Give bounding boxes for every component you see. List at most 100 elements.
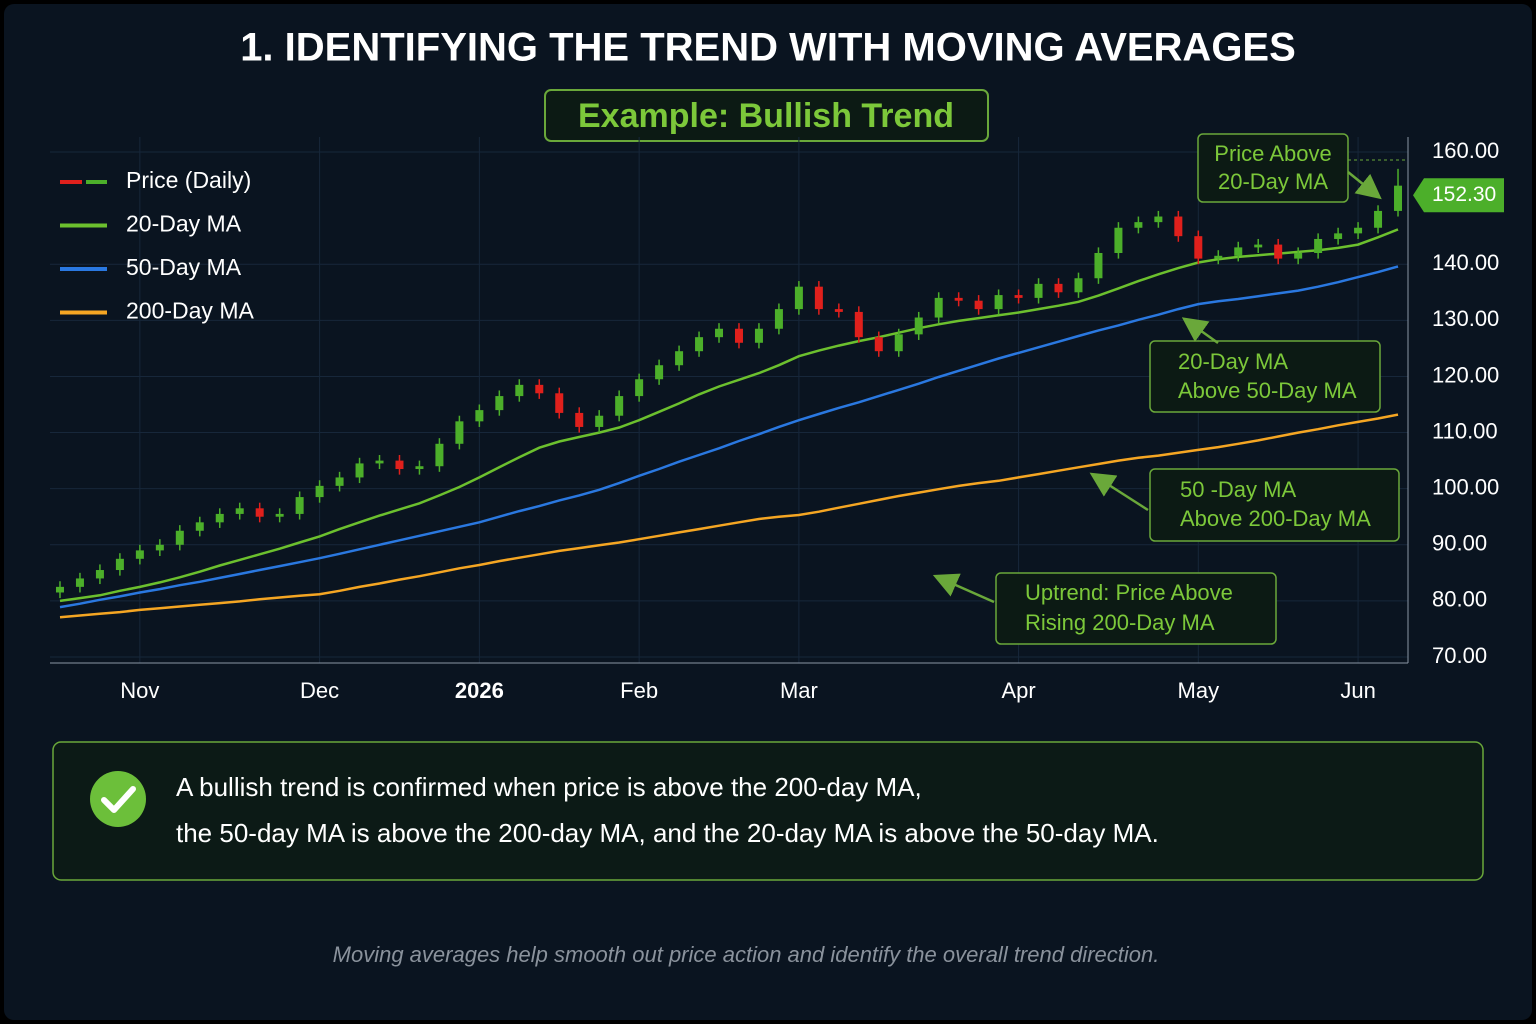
annotation-text: 50 -Day MA	[1180, 477, 1296, 502]
candle-body	[894, 334, 903, 352]
candle-body	[395, 460, 404, 470]
candle-body	[1034, 283, 1043, 298]
ma-line	[59, 413, 1399, 619]
candle-body	[1154, 216, 1163, 223]
candle-body	[75, 578, 84, 587]
annotation-arrow	[1181, 317, 1219, 345]
candle-body	[1014, 295, 1023, 298]
check-mark	[101, 786, 136, 813]
annotation-box	[1149, 468, 1400, 542]
caption: Moving averages help smooth out price ac…	[333, 942, 1160, 967]
candle-body	[1374, 210, 1383, 228]
candle-body	[1214, 255, 1223, 259]
candle-body	[1334, 233, 1343, 239]
candle-body	[135, 550, 144, 559]
x-tick-label: Mar	[780, 678, 818, 703]
candle-body	[854, 311, 863, 338]
candle-body	[1314, 238, 1323, 253]
candle-body	[1134, 222, 1143, 228]
candle-body	[874, 337, 883, 352]
candle-body	[535, 384, 544, 394]
annotation: 20-Day MA Above 50-Day MA	[1149, 317, 1381, 413]
price-badge-label: 152.30	[1432, 183, 1496, 206]
annotation-text: 20-Day MA	[1218, 169, 1328, 194]
annotation-box	[995, 572, 1277, 645]
candle-body	[1174, 216, 1183, 237]
chart-subtitle: Example: Bullish Trend	[578, 97, 954, 135]
legend-label: 50-Day MA	[126, 254, 242, 280]
candle-body	[475, 410, 484, 422]
legend-label: 20-Day MA	[126, 211, 242, 237]
candle-body	[455, 421, 464, 444]
candle-body	[635, 379, 644, 397]
candle-body	[575, 412, 584, 427]
candle-body	[675, 351, 684, 366]
x-tick-label: May	[1178, 678, 1220, 703]
candle-body	[1234, 247, 1243, 256]
candle-body	[295, 497, 304, 514]
candle-body	[175, 530, 184, 545]
subtitle-box	[544, 89, 989, 142]
note-box	[52, 741, 1484, 881]
candle-body	[115, 558, 124, 571]
candle-body	[1274, 244, 1283, 259]
candle-body	[235, 508, 244, 514]
candle-body	[734, 328, 743, 343]
candle-body	[95, 570, 104, 579]
legend-label: 200-Day MA	[126, 298, 254, 324]
candle-body	[954, 297, 963, 301]
candle-body	[1094, 253, 1103, 279]
ma-line	[59, 228, 1399, 603]
candle-body	[715, 328, 724, 338]
candle-body	[774, 309, 783, 329]
candle-body	[655, 365, 664, 380]
annotation-text: 20-Day MA	[1178, 349, 1288, 374]
y-tick-label: 90.00	[1432, 531, 1487, 556]
note-text: the 50-day MA is above the 200-day MA, a…	[176, 818, 1159, 848]
candle-body	[1074, 278, 1083, 293]
candle-body	[1294, 253, 1303, 259]
chart-title: 1. IDENTIFYING THE TREND WITH MOVING AVE…	[240, 26, 1296, 70]
annotation-arrow	[932, 573, 995, 604]
annotation: Price Above 20-Day MA	[1197, 133, 1405, 203]
annotation: 50 -Day MA Above 200-Day MA	[1089, 468, 1400, 542]
y-tick-label: 160.00	[1432, 138, 1499, 163]
candle-body	[1114, 227, 1123, 253]
candle-body	[495, 396, 504, 411]
candle-body	[695, 337, 704, 352]
y-tick-label: 120.00	[1432, 362, 1499, 387]
y-tick-label: 110.00	[1432, 418, 1498, 443]
x-tick-label: Apr	[1001, 678, 1035, 703]
candle-body	[375, 460, 384, 464]
annotation-text: Above 50-Day MA	[1178, 378, 1357, 403]
candle-body	[275, 513, 284, 517]
candle-body	[834, 309, 843, 312]
candle-body	[355, 463, 364, 478]
annotation-text: Rising 200-Day MA	[1025, 610, 1215, 635]
x-tick-label: Feb	[620, 678, 658, 703]
annotation-arrow	[1347, 171, 1382, 200]
y-tick-label: 130.00	[1432, 306, 1499, 331]
candle-body	[615, 396, 624, 416]
candle-body	[315, 485, 324, 498]
candle-body	[914, 317, 923, 335]
y-tick-label: 70.00	[1432, 643, 1487, 668]
candle-body	[155, 544, 164, 551]
annotation-arrow	[1089, 472, 1149, 512]
candle-body	[1354, 227, 1363, 234]
note-text: A bullish trend is confirmed when price …	[176, 772, 922, 802]
y-tick-label: 140.00	[1432, 250, 1499, 275]
candle-body	[1254, 244, 1263, 248]
candle-body	[934, 297, 943, 318]
candle-body	[515, 384, 524, 397]
candle-body	[1054, 283, 1063, 293]
candle-body	[415, 466, 424, 470]
candle-body	[974, 300, 983, 310]
candle-body	[335, 477, 344, 486]
candle-body	[55, 586, 64, 593]
x-tick-label: 2026	[455, 678, 504, 703]
candle-body	[1194, 236, 1203, 259]
annotation-box	[1149, 340, 1381, 413]
